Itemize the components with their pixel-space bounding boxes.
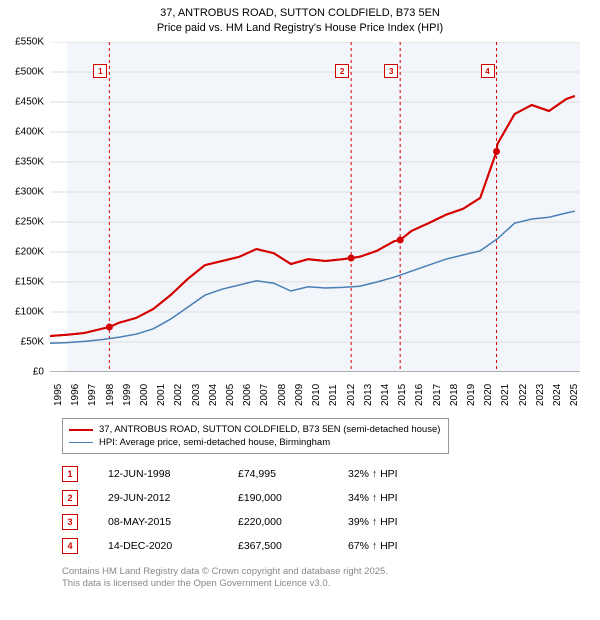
marker-number-box: 2 [62,490,78,506]
footer-line-1: Contains HM Land Registry data © Crown c… [62,566,388,578]
x-tick-label: 2013 [363,384,374,406]
x-tick-label: 2016 [414,384,425,406]
x-tick-label: 2011 [328,384,339,406]
marker-price: £74,995 [238,468,348,480]
chart-marker-2: 2 [335,64,349,78]
legend-label: 37, ANTROBUS ROAD, SUTTON COLDFIELD, B73… [99,424,440,435]
x-tick-label: 2020 [483,384,494,406]
marker-table-row: 414-DEC-2020£367,50067% ↑ HPI [62,534,458,558]
footer-line-2: This data is licensed under the Open Gov… [62,578,388,590]
y-tick-label: £500K [15,67,44,78]
x-tick-label: 2005 [225,384,236,406]
marker-table-row: 308-MAY-2015£220,00039% ↑ HPI [62,510,458,534]
chart-marker-4: 4 [481,64,495,78]
x-tick-label: 2007 [259,384,270,406]
x-tick-label: 1995 [53,384,64,406]
marker-pct: 39% ↑ HPI [348,516,458,528]
marker-date: 08-MAY-2015 [78,516,238,528]
x-tick-label: 2001 [156,384,167,406]
y-tick-label: £450K [15,97,44,108]
chart-title: 37, ANTROBUS ROAD, SUTTON COLDFIELD, B73… [0,0,600,36]
marker-date: 12-JUN-1998 [78,468,238,480]
chart-marker-1: 1 [93,64,107,78]
y-tick-label: £350K [15,157,44,168]
chart-svg [50,42,580,372]
x-tick-label: 2006 [242,384,253,406]
x-tick-label: 2010 [311,384,322,406]
x-tick-label: 2002 [173,384,184,406]
x-tick-label: 1996 [70,384,81,406]
y-tick-label: £200K [15,247,44,258]
legend: 37, ANTROBUS ROAD, SUTTON COLDFIELD, B73… [62,418,449,454]
legend-label: HPI: Average price, semi-detached house,… [99,437,330,448]
x-tick-label: 1999 [122,384,133,406]
y-tick-label: £150K [15,277,44,288]
title-line-1: 37, ANTROBUS ROAD, SUTTON COLDFIELD, B73… [0,6,600,21]
x-tick-label: 2022 [518,384,529,406]
marker-price: £190,000 [238,492,348,504]
footer-text: Contains HM Land Registry data © Crown c… [62,566,388,591]
marker-table-row: 112-JUN-1998£74,99532% ↑ HPI [62,462,458,486]
y-tick-label: £400K [15,127,44,138]
marker-number-box: 3 [62,514,78,530]
y-tick-label: £100K [15,307,44,318]
legend-item: HPI: Average price, semi-detached house,… [69,436,440,449]
marker-pct: 67% ↑ HPI [348,540,458,552]
chart-container: 37, ANTROBUS ROAD, SUTTON COLDFIELD, B73… [0,0,600,620]
x-tick-label: 2024 [552,384,563,406]
y-tick-label: £0 [33,367,44,378]
y-tick-label: £550K [15,37,44,48]
x-tick-label: 2014 [380,384,391,406]
legend-item: 37, ANTROBUS ROAD, SUTTON COLDFIELD, B73… [69,423,440,436]
x-tick-label: 2015 [397,384,408,406]
chart-plot-area: 1 2 3 4 [50,42,580,372]
y-axis: £0£50K£100K£150K£200K£250K£300K£350K£400… [0,42,48,372]
marker-table-row: 229-JUN-2012£190,00034% ↑ HPI [62,486,458,510]
x-tick-label: 2019 [466,384,477,406]
x-tick-label: 2018 [449,384,460,406]
title-line-2: Price paid vs. HM Land Registry's House … [0,21,600,36]
marker-date: 14-DEC-2020 [78,540,238,552]
x-tick-label: 2023 [535,384,546,406]
x-axis: 1995 1996 1997 1998 1999 2000 2001 2002 2003 2004… [50,376,580,416]
marker-date: 29-JUN-2012 [78,492,238,504]
marker-number-box: 4 [62,538,78,554]
x-tick-label: 1997 [87,384,98,406]
marker-pct: 34% ↑ HPI [348,492,458,504]
x-tick-label: 2004 [208,384,219,406]
legend-swatch [69,429,93,431]
marker-pct: 32% ↑ HPI [348,468,458,480]
y-tick-label: £50K [21,337,44,348]
x-tick-label: 2008 [277,384,288,406]
chart-marker-3: 3 [384,64,398,78]
x-tick-label: 2003 [191,384,202,406]
marker-table: 112-JUN-1998£74,99532% ↑ HPI229-JUN-2012… [62,462,458,558]
y-tick-label: £250K [15,217,44,228]
legend-swatch [69,442,93,444]
y-tick-label: £300K [15,187,44,198]
marker-price: £367,500 [238,540,348,552]
marker-number-box: 1 [62,466,78,482]
x-tick-label: 2009 [294,384,305,406]
x-tick-label: 2021 [500,384,511,406]
x-tick-label: 2025 [569,384,580,406]
x-tick-label: 2012 [346,384,357,406]
x-tick-label: 2017 [432,384,443,406]
x-tick-label: 1998 [105,384,116,406]
marker-price: £220,000 [238,516,348,528]
x-tick-label: 2000 [139,384,150,406]
